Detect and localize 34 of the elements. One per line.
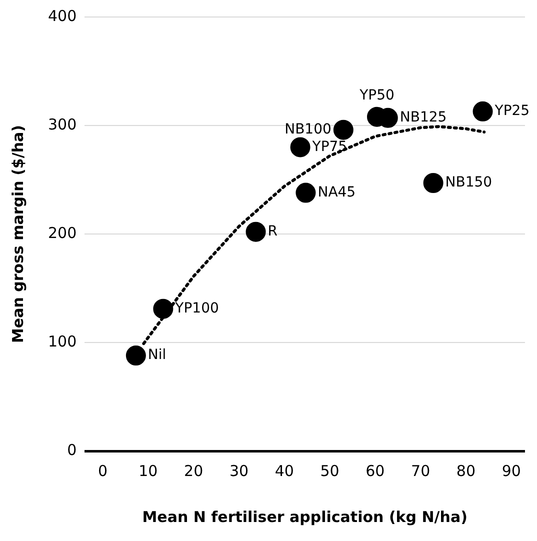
point <box>126 346 146 366</box>
point <box>423 173 444 194</box>
y-tick-label: 0 <box>67 440 77 459</box>
point <box>472 101 493 122</box>
point <box>290 137 310 158</box>
y-tick-label: 100 <box>48 332 77 350</box>
x-tick-label: 50 <box>320 462 340 480</box>
y-tick-label: 200 <box>48 224 77 242</box>
annotation: Nil <box>148 347 166 364</box>
x-tick-label: 60 <box>366 462 385 480</box>
point <box>333 120 354 140</box>
y-tick-label: 400 <box>48 6 77 25</box>
point <box>246 222 266 242</box>
x-tick-label: 10 <box>138 462 158 480</box>
x-axis-title: Mean N fertiliser application (kg N/ha) <box>142 508 468 526</box>
x-tick-label: 0 <box>98 462 108 480</box>
annotation: YP100 <box>174 300 219 317</box>
annotation: NB125 <box>400 110 447 126</box>
annotation: NA45 <box>318 184 356 200</box>
annotation: NB100 <box>284 121 332 138</box>
x-tick-label: 70 <box>411 462 430 480</box>
y-tick-label: 300 <box>48 115 77 134</box>
x-tick-label: 40 <box>274 462 294 480</box>
point <box>296 182 316 203</box>
annotation: YP50 <box>358 87 394 104</box>
x-tick-label: 90 <box>502 462 521 480</box>
x-tick-label: 20 <box>184 462 204 480</box>
annotation: R <box>268 223 278 240</box>
x-tick-label: 30 <box>229 462 249 480</box>
y-axis-title: Mean gross margin ($/ha) <box>8 125 27 343</box>
x-tick-label: 80 <box>456 462 476 480</box>
annotation: YP25 <box>494 103 530 120</box>
point <box>153 298 174 319</box>
annotation: NB150 <box>445 174 492 191</box>
